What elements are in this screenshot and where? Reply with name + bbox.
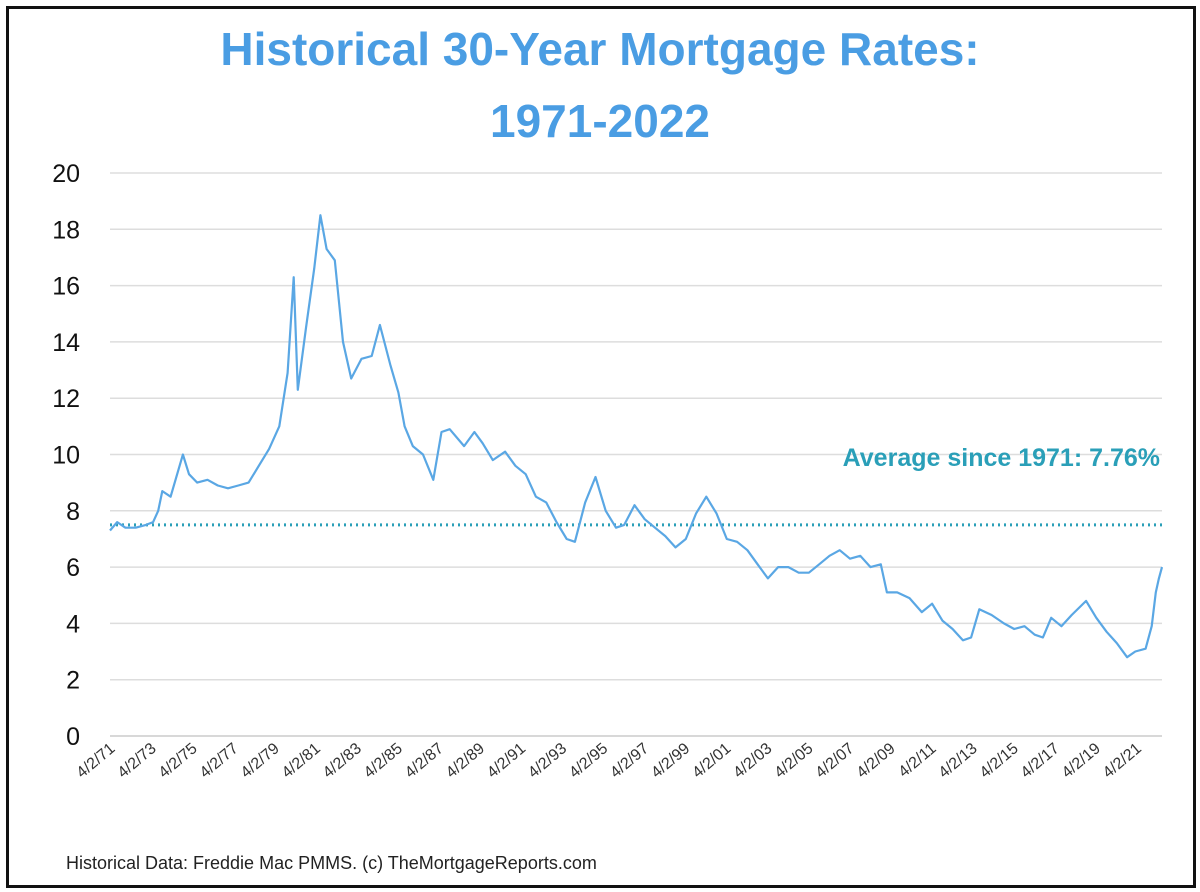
x-tick-label: 4/2/95: [566, 740, 611, 782]
series-layer: [109, 214, 1164, 659]
y-tick-label: 18: [52, 216, 80, 244]
x-tick-label: 4/2/01: [689, 740, 734, 782]
y-tick-label: 10: [52, 442, 80, 470]
x-tick-label: 4/2/79: [238, 740, 283, 782]
y-tick-label: 0: [66, 723, 80, 751]
x-tick-label: 4/2/75: [156, 740, 201, 782]
x-tick-label: 4/2/97: [607, 740, 652, 782]
x-tick-label: 4/2/07: [813, 740, 858, 782]
y-tick-label: 20: [52, 160, 80, 188]
y-tick-label: 14: [52, 329, 80, 357]
y-tick-label: 16: [52, 273, 80, 301]
x-tick-label: 4/2/05: [771, 740, 816, 782]
x-tick-label: 4/2/83: [320, 740, 365, 782]
x-tick-label: 4/2/87: [402, 740, 447, 782]
x-tick-label: 4/2/93: [525, 740, 570, 782]
average-label: Average since 1971: 7.76%: [843, 444, 1160, 472]
x-tick-label: 4/2/13: [936, 740, 981, 782]
y-tick-label: 6: [66, 554, 80, 582]
x-tick-label: 4/2/73: [115, 740, 160, 782]
x-tick-label: 4/2/11: [896, 740, 940, 781]
grid-lines: [110, 172, 1162, 737]
y-axis-ticks: 0 2 4 6 8 10 12 14 16 18 20: [52, 160, 80, 751]
x-axis-ticks: 4/2/714/2/734/2/754/2/774/2/794/2/814/2/…: [74, 740, 1145, 782]
x-tick-label: 4/2/09: [854, 740, 899, 782]
chart-title-line2: 1971-2022: [490, 95, 710, 147]
y-tick-label: 12: [52, 385, 80, 413]
x-tick-label: 4/2/99: [648, 740, 693, 782]
x-tick-label: 4/2/17: [1018, 740, 1063, 782]
x-tick-label: 4/2/91: [484, 740, 529, 782]
x-tick-label: 4/2/77: [197, 740, 242, 782]
x-tick-label: 4/2/89: [443, 740, 488, 782]
chart-title-line1: Historical 30-Year Mortgage Rates:: [220, 23, 980, 75]
average-reference: Average since 1971: 7.76%: [110, 444, 1162, 527]
y-tick-label: 2: [66, 667, 80, 695]
x-tick-label: 4/2/03: [730, 740, 775, 782]
x-tick-label: 4/2/15: [977, 740, 1022, 782]
x-tick-label: 4/2/19: [1059, 740, 1104, 782]
x-tick-label: 4/2/71: [74, 740, 119, 782]
y-tick-label: 4: [66, 610, 80, 638]
source-note: Historical Data: Freddie Mac PMMS. (c) T…: [66, 853, 597, 873]
x-tick-label: 4/2/85: [361, 740, 406, 782]
chart-frame: [6, 6, 1196, 888]
x-tick-label: 4/2/81: [279, 740, 324, 782]
x-tick-label: 4/2/21: [1100, 740, 1145, 782]
series-line: [109, 214, 1164, 659]
y-tick-label: 8: [66, 498, 80, 526]
